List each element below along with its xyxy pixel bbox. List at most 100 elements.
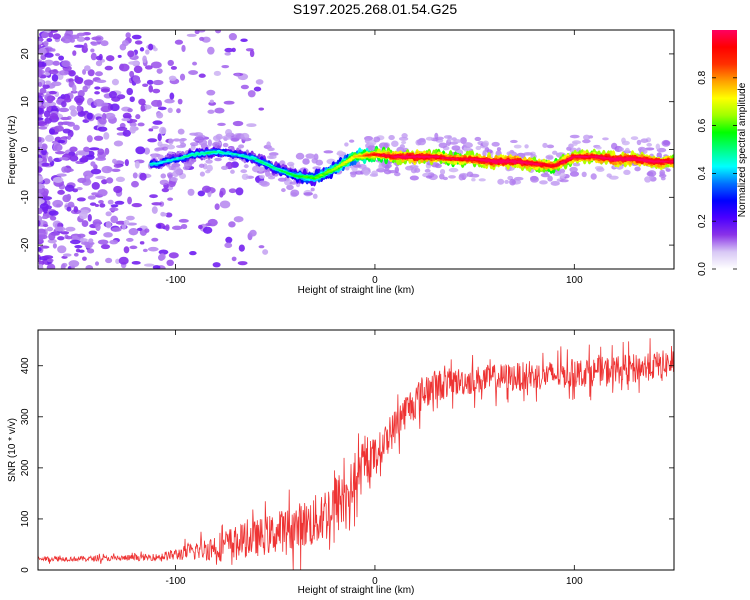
noise-blob [235,187,244,196]
noise-blob [151,153,157,160]
noise-blob [68,260,80,268]
noise-blob [61,60,71,68]
ridge-halo [241,173,249,180]
noise-blob [76,187,83,191]
noise-blob [85,265,94,269]
noise-blob [41,162,50,167]
noise-blob [240,84,249,90]
noise-blob [171,225,183,231]
ridge-halo [504,179,509,184]
noise-blob [148,128,154,132]
noise-blob [113,185,123,194]
noise-blob [194,30,200,35]
ridge-halo [542,142,548,149]
noise-blob [97,148,105,156]
noise-blob [44,72,51,76]
ridge-halo [482,140,489,147]
ridge-halo [453,139,462,144]
noise-blob [140,104,146,112]
noise-blob [115,220,127,225]
noise-blob [89,202,97,206]
noise-blob [48,31,54,38]
ridge-halo [243,164,249,168]
noise-blob [38,234,48,240]
spectrogram-x-label: Height of straight line (km) [298,285,415,296]
noise-blob [57,236,65,241]
ridge-halo [646,142,653,147]
noise-blob [81,220,89,228]
noise-blob [159,126,167,135]
ridge-halo [482,150,487,158]
noise-blob [38,61,43,68]
ridge-halo [466,171,474,178]
noise-blob [66,193,72,201]
noise-blob [60,116,70,121]
noise-blob [46,95,54,104]
noise-blob [59,69,69,76]
noise-blob [131,260,141,265]
ridge-halo [448,167,459,173]
ridge-halo [496,147,502,152]
ridge-halo [569,166,578,173]
noise-blob [79,238,88,242]
noise-blob [118,256,129,265]
ridge-halo [595,146,602,150]
noise-blob [52,176,64,183]
noise-blob [84,65,91,72]
noise-blob [109,207,119,212]
ridge-halo [240,132,250,140]
noise-blob [247,90,256,98]
noise-blob [148,43,154,51]
noise-blob [72,84,77,93]
noise-blob [127,108,133,113]
ridge-halo [168,138,174,145]
ridge-halo [621,137,626,144]
noise-blob [46,226,54,232]
noise-blob [119,43,127,51]
noise-blob [55,53,61,57]
noise-blob [136,227,143,232]
noise-blob [192,61,198,66]
noise-blob [125,32,131,39]
noise-blob [234,73,241,77]
noise-blob [42,84,50,89]
ridge-halo [590,173,597,180]
noise-blob [122,112,132,120]
noise-blob [48,128,56,135]
ridge-halo [179,138,185,145]
noise-blob [105,257,113,264]
noise-blob [38,175,44,183]
noise-blob [167,197,174,201]
noise-blob [38,220,41,227]
ridge-halo [559,172,566,178]
noise-blob [94,86,101,90]
noise-blob [91,192,99,196]
noise-blob [91,36,102,41]
noise-blob [147,138,158,143]
noise-blob [168,252,179,259]
ridge-halo [425,136,434,141]
noise-blob [47,238,57,244]
noise-blob [83,79,94,86]
ridge-halo [425,175,433,179]
noise-blob [146,79,154,85]
noise-blob [56,173,67,177]
spectrogram-y-tick-label: -20 [20,237,31,252]
noise-blob [249,229,257,237]
noise-blob [106,177,114,184]
ridge-segment [254,158,260,161]
ridge-halo [323,150,334,154]
snr-panel: -100 0 100 0 100 200 300 400 Height of straight… [7,329,675,596]
noise-blob [172,138,181,142]
spectrogram-heatmap [38,30,674,269]
noise-blob [64,184,75,192]
ridge-halo [206,164,213,172]
noise-blob [58,156,69,161]
ridge-halo [530,176,539,183]
noise-blob [86,112,93,120]
noise-blob [57,189,65,195]
noise-blob [207,46,215,55]
ridge-segment [266,164,272,167]
ridge-halo [602,137,609,141]
noise-blob [51,74,59,82]
